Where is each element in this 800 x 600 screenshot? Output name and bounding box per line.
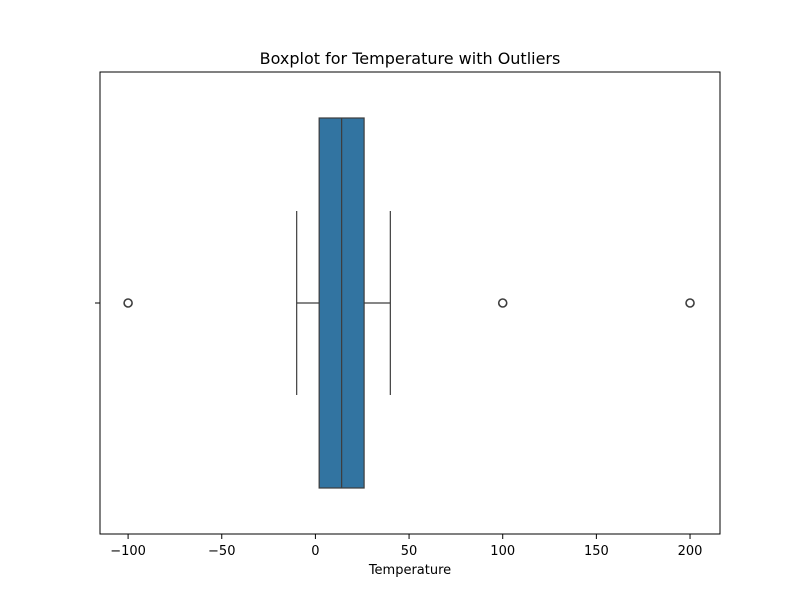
x-tick-label: −100	[110, 544, 146, 559]
x-tick-label: −50	[208, 544, 235, 559]
outlier-point	[685, 298, 695, 308]
chart-title: Boxplot for Temperature with Outliers	[260, 49, 561, 68]
plot-area-frame	[99, 71, 721, 535]
outlier-point	[123, 298, 133, 308]
x-tick-label: 150	[584, 544, 609, 559]
x-tick-label: 0	[311, 544, 319, 559]
x-tick-label: 50	[401, 544, 418, 559]
x-tick-label: 200	[678, 544, 703, 559]
x-axis-label: Temperature	[368, 563, 451, 578]
outlier-point	[497, 298, 508, 308]
x-tick-label: 100	[490, 544, 515, 559]
